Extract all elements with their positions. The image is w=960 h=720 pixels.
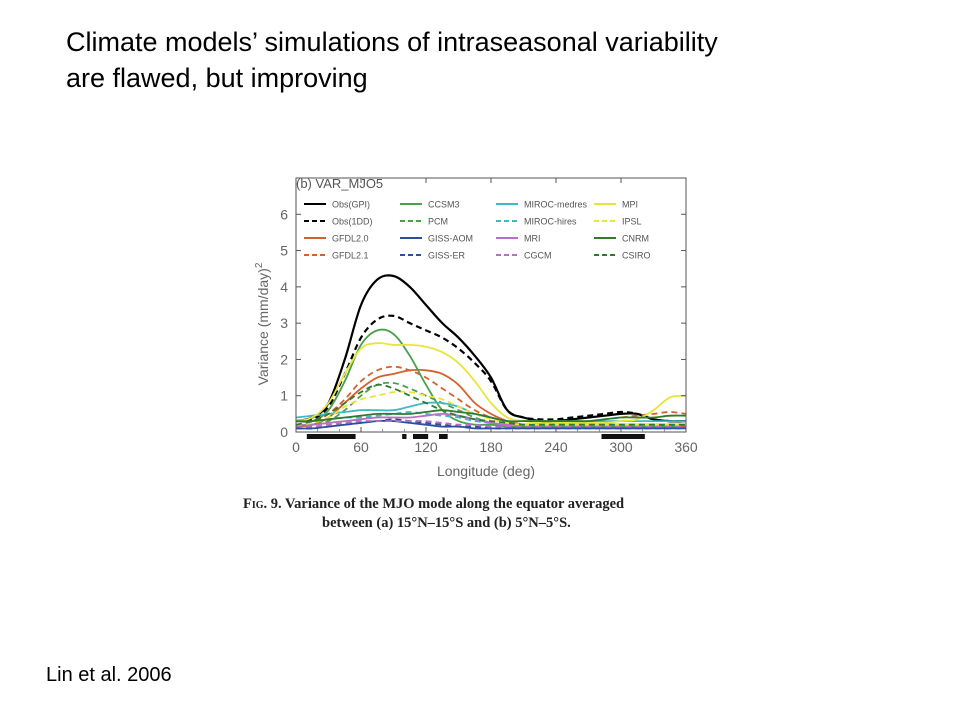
x-tick-label: 120 (414, 439, 438, 455)
legend-label-giss-er: GISS-ER (428, 251, 466, 261)
y-tick-label: 5 (280, 243, 288, 259)
significance-bar (439, 434, 448, 439)
series-line-obs-1dd- (295, 314, 687, 423)
series-line-csiro (295, 383, 686, 426)
series-line-pcm (295, 381, 686, 428)
y-axis-label-superscript: 2 (254, 262, 265, 268)
legend-label-pcm: PCM (428, 217, 448, 227)
series-line-cnrm (295, 409, 687, 423)
series-line-mpi (295, 342, 687, 424)
slide-title-line-1: Climate models’ simulations of intraseas… (66, 27, 718, 57)
legend-label-ccsm3: CCSM3 (428, 200, 460, 210)
chart-title: (b) VAR_MJO5 (296, 176, 383, 191)
legend-label-gfdl2-0: GFDL2.0 (332, 234, 369, 244)
figure-panel: 0 60 120 180 240 300 360 0 1 2 3 4 5 6 Obs(GPI) CCSM3 M… (240, 160, 710, 550)
y-tick-label: 2 (280, 351, 288, 367)
mjo-variance-chart: 0 60 120 180 240 300 360 0 1 2 3 4 5 6 Obs(GPI) CCSM3 M… (254, 176, 698, 479)
series-line-giss-er (295, 418, 686, 430)
y-axis-label-text: Variance (mm/day) (255, 268, 271, 385)
y-axis-label: Variance (mm/day)2 (254, 262, 271, 385)
legend-label-gfdl2-1: GFDL2.1 (332, 251, 369, 261)
x-axis-label: Longitude (deg) (437, 463, 535, 479)
legend-label-miroc-medres: MIROC-medres (524, 200, 588, 210)
y-tick-label: 1 (280, 388, 288, 404)
series-line-obs-gpi- (295, 274, 687, 423)
significance-bar (413, 434, 429, 439)
x-tick-label: 180 (479, 439, 503, 455)
y-tick-label: 0 (280, 424, 288, 440)
significance-bar (601, 434, 645, 439)
legend-label-mpi: MPI (622, 200, 638, 210)
legend-label-obs-1dd-: Obs(1DD) (332, 217, 373, 227)
citation: Lin et al. 2006 (46, 664, 172, 686)
x-tick-label: 300 (609, 439, 633, 455)
legend-label-cnrm: CNRM (622, 234, 649, 244)
series-line-miroc-hires (295, 411, 686, 426)
legend-label-csiro: CSIRO (622, 251, 651, 261)
y-tick-label: 6 (280, 206, 288, 222)
caption-line-1: Variance of the MJO mode along the equat… (281, 496, 625, 512)
x-tick-label: 60 (353, 439, 369, 455)
legend-label-obs-gpi-: Obs(GPI) (332, 200, 370, 210)
legend-label-mri: MRI (524, 234, 541, 244)
legend-label-miroc-hires: MIROC-hires (524, 217, 577, 227)
legend-label-cgcm: CGCM (524, 251, 552, 261)
slide-title-line-2: are flawed, but improving (66, 63, 368, 93)
x-tick-label: 0 (292, 439, 300, 455)
figure-caption: Fig. 9. Variance of the MJO mode along t… (240, 495, 710, 533)
legend-label-ipsl: IPSL (622, 217, 642, 227)
series-line-cgcm (295, 420, 686, 428)
slide-title: Climate models’ simulations of intraseas… (66, 24, 926, 96)
series-line-ipsl (295, 390, 686, 426)
caption-figure-number: Fig. 9. (243, 496, 282, 512)
series-line-gfdl2-1 (295, 365, 687, 426)
significance-bar (402, 434, 407, 439)
x-tick-label: 360 (674, 439, 698, 455)
caption-line-2: between (a) 15°N–15°S and (b) 5°N–5°S. (322, 515, 571, 531)
x-tick-label: 240 (544, 439, 568, 455)
legend-label-giss-aom: GISS-AOM (428, 234, 473, 244)
y-tick-label: 4 (280, 279, 288, 295)
y-tick-label: 3 (280, 315, 288, 331)
significance-bar (306, 434, 356, 439)
